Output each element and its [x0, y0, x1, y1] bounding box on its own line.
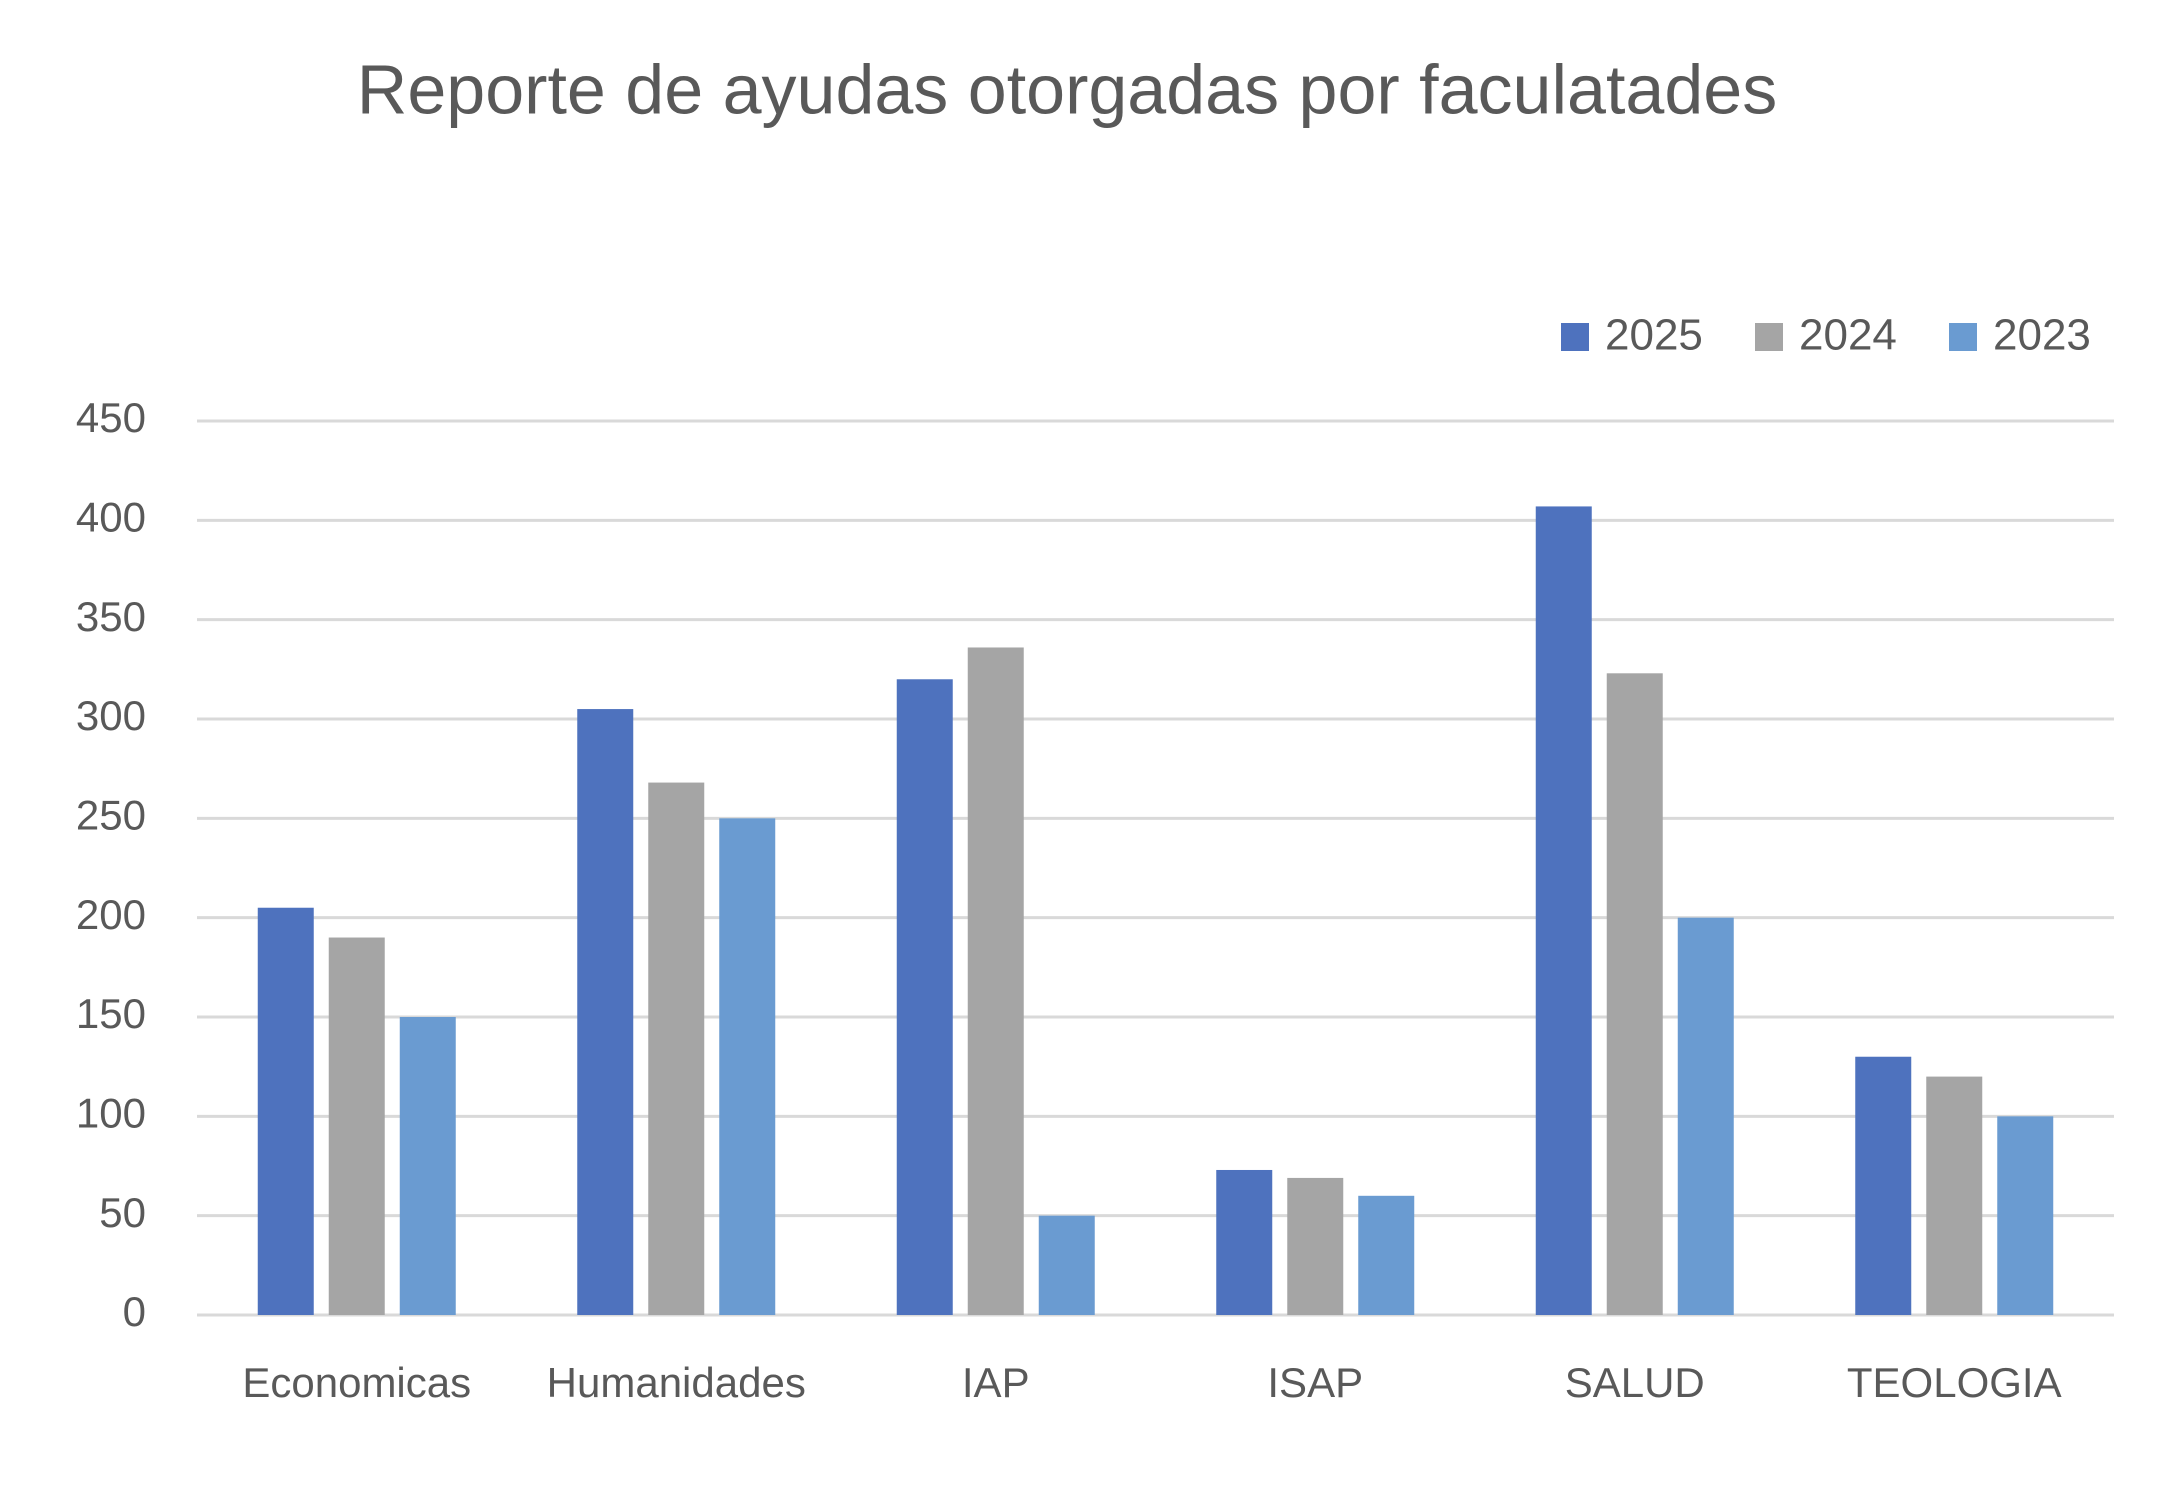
bar: [648, 782, 705, 1315]
legend-swatch: [1949, 323, 1977, 351]
bar: [1997, 1116, 2054, 1315]
bar: [1358, 1195, 1415, 1315]
bar: [577, 709, 634, 1315]
y-tick-label: 250: [76, 791, 146, 838]
legend-label: 2024: [1799, 311, 1897, 360]
y-tick-label: 0: [123, 1288, 146, 1335]
legend-swatch: [1561, 323, 1589, 351]
y-tick-label: 350: [76, 593, 146, 640]
x-tick-label: SALUD: [1565, 1359, 1705, 1406]
legend-swatch: [1755, 323, 1783, 351]
bar: [399, 1017, 456, 1315]
bar: [1855, 1056, 1912, 1315]
bar: [719, 818, 776, 1315]
legend-label: 2023: [1993, 311, 2091, 360]
x-tick-label: IAP: [962, 1359, 1030, 1406]
y-tick-label: 400: [76, 493, 146, 540]
bar: [1926, 1076, 1983, 1315]
bar: [967, 647, 1024, 1315]
bar: [257, 907, 314, 1315]
x-tick-label: Economicas: [242, 1359, 471, 1406]
y-tick-label: 200: [76, 891, 146, 938]
x-tick-label: ISAP: [1267, 1359, 1363, 1406]
y-tick-label: 150: [76, 990, 146, 1037]
y-tick-label: 300: [76, 692, 146, 739]
y-tick-label: 450: [76, 394, 146, 441]
x-tick-label: TEOLOGIA: [1847, 1359, 2062, 1406]
chart-title: Reporte de ayudas otorgadas por faculata…: [357, 50, 1777, 128]
bar: [896, 679, 953, 1315]
y-tick-label: 50: [99, 1189, 146, 1236]
x-tick-label: Humanidades: [547, 1359, 806, 1406]
bar: [1677, 917, 1734, 1315]
bar: [1216, 1169, 1273, 1315]
legend-label: 2025: [1605, 311, 1703, 360]
bar: [1038, 1215, 1095, 1315]
bar: [1287, 1177, 1344, 1315]
bar: [1606, 673, 1663, 1315]
bar: [1535, 506, 1592, 1316]
bar: [328, 937, 385, 1315]
y-tick-label: 100: [76, 1089, 146, 1136]
